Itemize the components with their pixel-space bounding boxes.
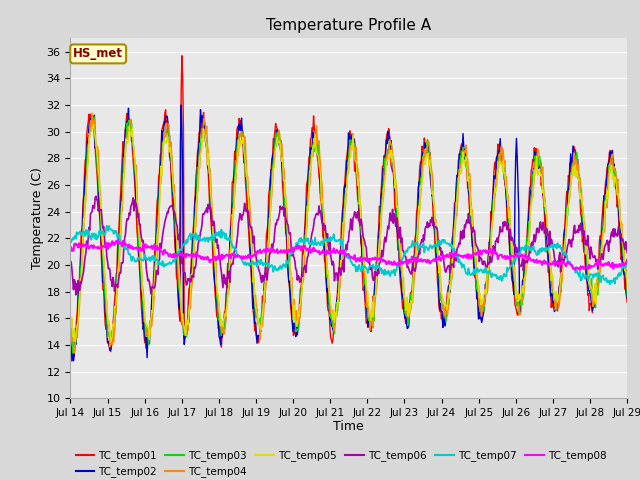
TC_temp01 <box>69 354 77 360</box>
Line: TC_temp03: TC_temp03 <box>70 117 627 353</box>
TC_temp06 <box>92 193 100 199</box>
TC_temp07 <box>103 223 111 228</box>
Line: TC_temp01: TC_temp01 <box>70 56 627 357</box>
TC_temp02 <box>623 295 631 300</box>
TC_temp01 <box>178 53 186 59</box>
TC_temp01 <box>77 229 85 235</box>
TC_temp04 <box>221 324 229 330</box>
TC_temp06 <box>77 280 85 286</box>
TC_temp03 <box>77 262 85 268</box>
Text: HS_met: HS_met <box>73 48 123 60</box>
TC_temp02 <box>418 154 426 160</box>
TC_temp04 <box>435 260 442 266</box>
TC_temp05 <box>67 313 74 319</box>
X-axis label: Time: Time <box>333 420 364 432</box>
TC_temp01 <box>435 288 442 294</box>
TC_temp02 <box>221 321 229 326</box>
TC_temp06 <box>418 237 426 242</box>
TC_temp07 <box>434 243 442 249</box>
TC_temp04 <box>67 316 74 322</box>
Line: TC_temp02: TC_temp02 <box>70 105 627 361</box>
TC_temp02 <box>177 102 185 108</box>
TC_temp07 <box>77 230 84 236</box>
TC_temp02 <box>435 272 442 278</box>
TC_temp02 <box>67 340 74 346</box>
TC_temp06 <box>435 242 442 248</box>
TC_temp06 <box>67 258 74 264</box>
TC_temp03 <box>192 205 200 211</box>
Line: TC_temp06: TC_temp06 <box>70 196 627 295</box>
TC_temp06 <box>136 222 143 228</box>
TC_temp04 <box>70 350 78 356</box>
TC_temp07 <box>221 231 228 237</box>
TC_temp08 <box>417 256 425 262</box>
TC_temp01 <box>221 308 229 313</box>
TC_temp02 <box>68 358 76 364</box>
TC_temp05 <box>136 237 143 243</box>
TC_temp05 <box>221 311 229 316</box>
TC_temp04 <box>136 228 143 233</box>
TC_temp05 <box>418 177 426 182</box>
TC_temp03 <box>69 350 77 356</box>
TC_temp06 <box>221 281 229 287</box>
TC_temp08 <box>67 246 74 252</box>
TC_temp04 <box>623 286 631 291</box>
TC_temp02 <box>77 247 85 252</box>
TC_temp05 <box>435 253 442 259</box>
Title: Temperature Profile A: Temperature Profile A <box>266 18 431 33</box>
TC_temp01 <box>192 175 200 181</box>
TC_temp03 <box>623 293 631 299</box>
TC_temp08 <box>221 254 228 260</box>
TC_temp05 <box>192 210 200 216</box>
TC_temp08 <box>576 267 584 273</box>
TC_temp06 <box>192 262 200 268</box>
TC_temp06 <box>72 292 79 298</box>
TC_temp05 <box>90 121 97 127</box>
TC_temp07 <box>417 244 425 250</box>
TC_temp03 <box>221 318 229 324</box>
TC_temp06 <box>623 250 631 255</box>
TC_temp02 <box>134 243 142 249</box>
TC_temp08 <box>434 257 442 263</box>
TC_temp07 <box>67 236 74 242</box>
Y-axis label: Temperature (C): Temperature (C) <box>31 168 44 269</box>
TC_temp03 <box>67 315 74 321</box>
Legend: TC_temp01, TC_temp02, TC_temp03, TC_temp04, TC_temp05, TC_temp06, TC_temp07, TC_: TC_temp01, TC_temp02, TC_temp03, TC_temp… <box>76 450 607 478</box>
Line: TC_temp04: TC_temp04 <box>70 113 627 353</box>
TC_temp03 <box>136 245 143 251</box>
TC_temp04 <box>88 110 96 116</box>
TC_temp01 <box>418 143 426 149</box>
TC_temp07 <box>134 254 142 260</box>
TC_temp08 <box>623 257 631 263</box>
TC_temp04 <box>192 224 200 230</box>
TC_temp01 <box>67 334 74 340</box>
Line: TC_temp07: TC_temp07 <box>70 226 627 284</box>
TC_temp08 <box>134 246 142 252</box>
TC_temp05 <box>623 280 631 286</box>
Line: TC_temp05: TC_temp05 <box>70 124 627 342</box>
TC_temp05 <box>107 339 115 345</box>
TC_temp05 <box>77 276 84 282</box>
TC_temp08 <box>77 243 84 249</box>
TC_temp08 <box>191 253 199 259</box>
TC_temp01 <box>134 254 142 260</box>
TC_temp04 <box>77 282 85 288</box>
TC_temp03 <box>418 169 426 175</box>
TC_temp07 <box>623 257 631 263</box>
TC_temp07 <box>191 233 199 239</box>
TC_temp07 <box>606 281 614 287</box>
TC_temp03 <box>435 261 442 266</box>
TC_temp08 <box>114 238 122 243</box>
TC_temp02 <box>192 191 200 197</box>
TC_temp04 <box>418 177 426 183</box>
Line: TC_temp08: TC_temp08 <box>70 240 627 270</box>
TC_temp01 <box>623 300 631 305</box>
TC_temp03 <box>91 114 99 120</box>
